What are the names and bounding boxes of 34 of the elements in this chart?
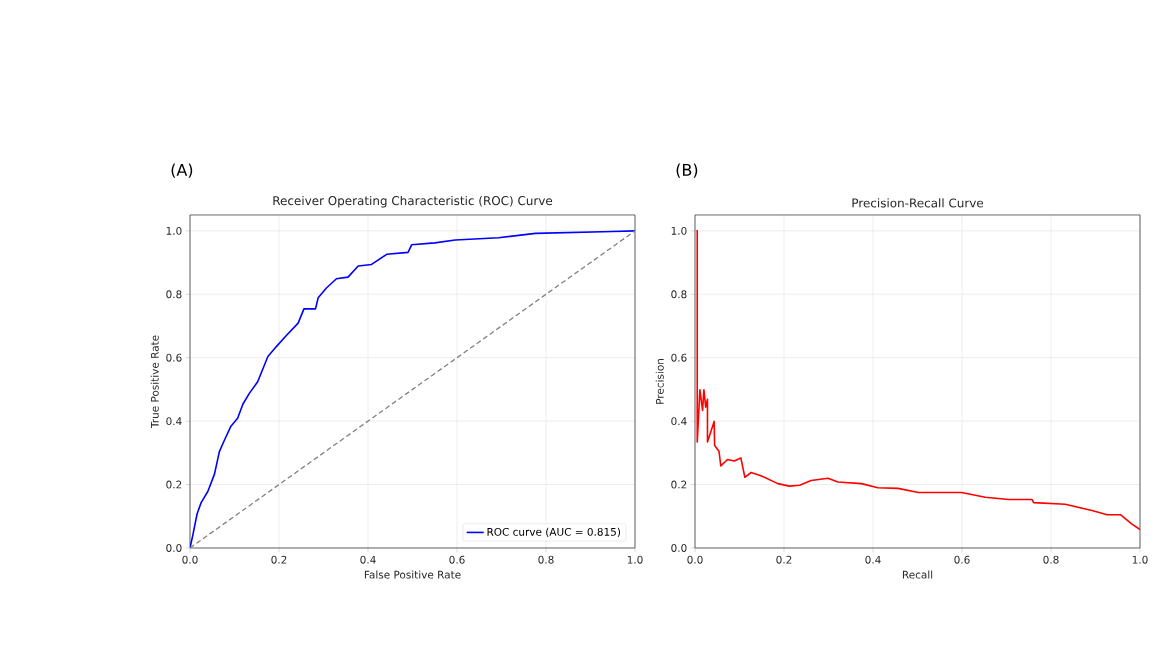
- x-tick-label: 0.8: [1043, 555, 1059, 564]
- x-tick-label: 0.6: [954, 555, 970, 564]
- text: (B): [676, 163, 698, 178]
- x-tick-label: 0.4: [360, 555, 376, 564]
- x-tick-label: 0.4: [865, 555, 881, 564]
- x-tick-label: 1.0: [627, 555, 643, 564]
- line-series: [695, 230, 1141, 531]
- y-tick-label: 0.6: [166, 353, 182, 362]
- y-tick-label: 0.6: [671, 353, 687, 362]
- x-tick-label: 0.2: [271, 555, 287, 564]
- y-tick-label: 0.8: [166, 290, 182, 299]
- y-tick-label: 1.0: [671, 226, 687, 235]
- y-tick-label: 0.2: [671, 480, 687, 489]
- y-tick-label: 0.4: [671, 417, 687, 426]
- x-tick-label: 0.2: [776, 555, 792, 564]
- legend-label: ROC curve (AUC = 0.815): [487, 527, 621, 538]
- x-tick-label: 0.8: [538, 555, 554, 564]
- x-tick-label: 1.0: [1132, 555, 1148, 564]
- y-axis-title: True Positive Rate: [150, 335, 159, 429]
- y-tick-label: 0.0: [166, 544, 182, 552]
- x-tick-label: 0.0: [687, 555, 703, 564]
- x-axis-title: False Positive Rate: [364, 570, 461, 579]
- x-tick-label: 0.0: [182, 555, 198, 564]
- chart-title: Precision-Recall Curve: [852, 198, 984, 208]
- y-axis-title: Precision: [655, 359, 664, 404]
- text: (A): [171, 163, 193, 178]
- y-tick-label: 0.4: [166, 417, 182, 426]
- y-tick-label: 0.8: [671, 290, 687, 299]
- y-tick-label: 1.0: [166, 226, 182, 235]
- x-axis-title: Recall: [902, 570, 933, 579]
- y-tick-label: 0.2: [166, 480, 182, 489]
- x-tick-label: 0.6: [449, 555, 465, 564]
- y-tick-label: 0.0: [671, 544, 687, 552]
- chart-title: Receiver Operating Characteristic (ROC) Curve: [273, 195, 553, 208]
